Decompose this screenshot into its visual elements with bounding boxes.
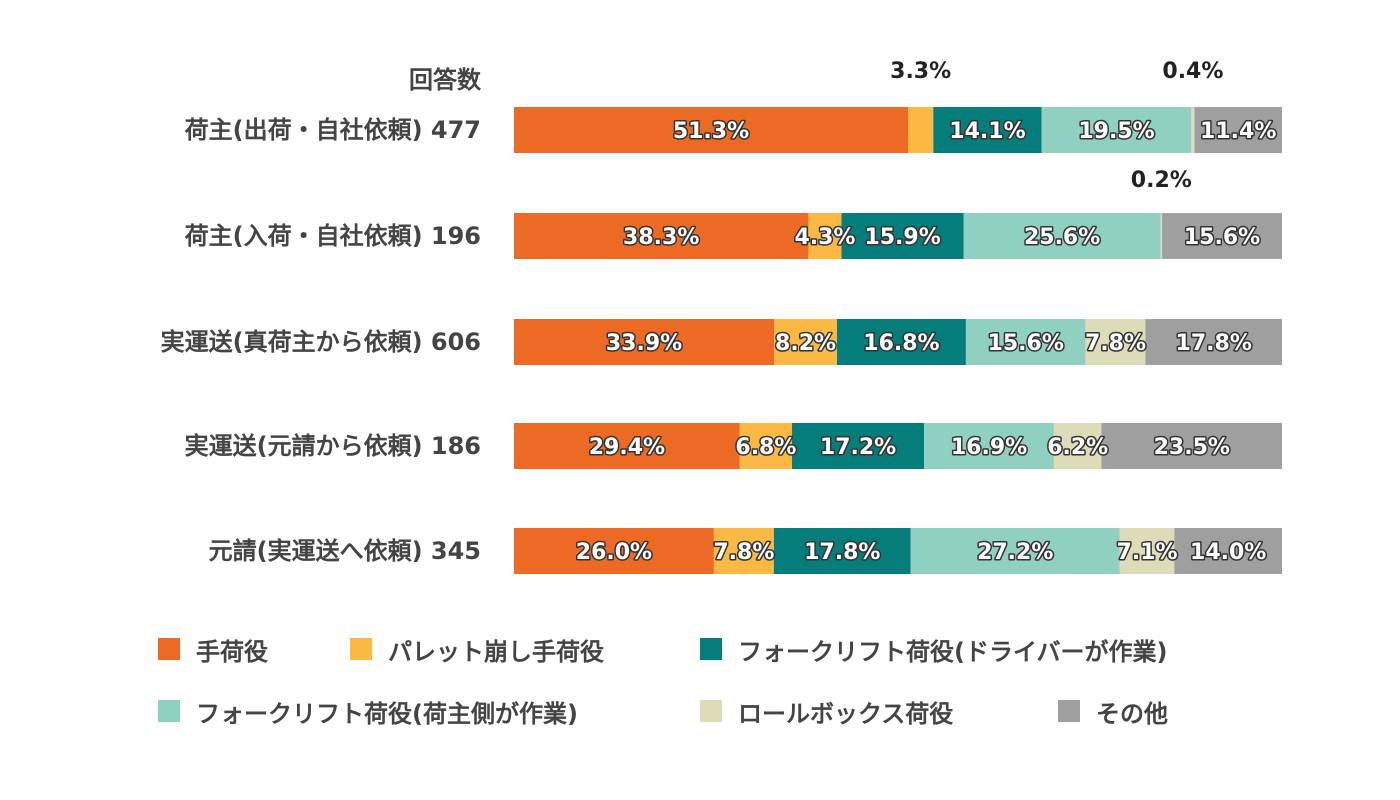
bar-segment xyxy=(1085,319,1146,365)
data-label: 29.4% xyxy=(589,435,665,460)
data-label: 23.5% xyxy=(1154,435,1230,460)
legend-label: 手荷役 xyxy=(196,637,268,666)
bar-segment xyxy=(773,528,911,574)
legend-swatch xyxy=(1058,700,1080,722)
data-label: 14.0% xyxy=(1190,540,1266,565)
legend-item-pallet: パレット崩し手荷役 xyxy=(350,632,604,666)
data-labels: 51.3% 3.3% 14.1% 19.5% 0.4% 11.4% 38.3% 4.3% 15.… xyxy=(574,59,1278,567)
bar-segment xyxy=(713,528,774,574)
data-label: 26.0% xyxy=(576,540,652,565)
category-label: 実運送(元請から依頼) 186 xyxy=(185,432,481,460)
data-label: 14.1% xyxy=(949,119,1025,144)
header-label: 回答数 xyxy=(409,66,482,94)
data-label: 6.8% xyxy=(735,435,796,460)
data-label: 15.6% xyxy=(1184,225,1260,250)
data-label: 16.9% xyxy=(951,435,1027,460)
data-label: 15.9% xyxy=(864,225,940,250)
bar-segment xyxy=(907,107,934,153)
bar-segment xyxy=(1191,107,1195,153)
data-label: 6.2% xyxy=(1047,435,1108,460)
bar-segment xyxy=(1194,107,1282,153)
category-label: 実運送(真荷主から依頼) 606 xyxy=(161,328,481,356)
bar-segment xyxy=(514,423,740,469)
bar-segment xyxy=(933,107,1042,153)
legend-item-rollbox: ロールボックス荷役 xyxy=(700,694,953,728)
data-label: 17.8% xyxy=(1176,331,1252,356)
category-label: 元請(実運送へ依頼) 345 xyxy=(209,537,481,565)
legend-label: パレット崩し手荷役 xyxy=(388,637,604,666)
data-label: 27.2% xyxy=(977,540,1053,565)
bar-segment xyxy=(739,423,793,469)
bar-segment xyxy=(514,528,714,574)
bar-segment xyxy=(774,319,837,365)
data-label: 7.8% xyxy=(1085,331,1146,356)
data-label: 0.2% xyxy=(1131,168,1192,193)
category-label: 荷主(入荷・自社依頼) 196 xyxy=(185,222,481,250)
legend-swatch xyxy=(158,638,180,660)
bar-segment xyxy=(963,213,1161,259)
bar-segment xyxy=(1119,528,1175,574)
bar-segment xyxy=(792,423,925,469)
data-label: 11.4% xyxy=(1200,119,1276,144)
bar-segment xyxy=(910,528,1120,574)
data-label: 15.6% xyxy=(988,331,1064,356)
legend-item-tenieki: 手荷役 xyxy=(158,632,268,666)
data-label: 25.6% xyxy=(1024,225,1100,250)
data-label: 17.8% xyxy=(804,540,880,565)
bar-segment xyxy=(1041,107,1192,153)
bar-segment xyxy=(1053,423,1102,469)
category-label: 荷主(出荷・自社依頼) 477 xyxy=(185,116,481,144)
data-label: 19.5% xyxy=(1078,119,1154,144)
bar-segment xyxy=(965,319,1086,365)
legend-swatch xyxy=(158,700,180,722)
bar-segment xyxy=(1145,319,1282,365)
legend-label: ロールボックス荷役 xyxy=(738,699,954,728)
data-label: 16.8% xyxy=(863,331,939,356)
bar-segment xyxy=(1101,423,1282,469)
data-label: 3.3% xyxy=(890,59,951,84)
bar-segment xyxy=(924,423,1054,469)
data-label: 8.2% xyxy=(775,331,836,356)
bars xyxy=(514,107,1282,574)
legend-item-forklift-driver: フォークリフト荷役(ドライバーが作業) xyxy=(700,632,1167,666)
bar-segment xyxy=(514,319,775,365)
data-label: 0.4% xyxy=(1162,59,1223,84)
data-label: 7.1% xyxy=(1117,540,1178,565)
data-label: 33.9% xyxy=(606,331,682,356)
data-label: 51.3% xyxy=(673,119,749,144)
bar-segment xyxy=(514,213,809,259)
data-label: 7.8% xyxy=(713,540,774,565)
legend-swatch xyxy=(350,638,372,660)
legend-label: その他 xyxy=(1096,699,1168,728)
bar-segment xyxy=(841,213,964,259)
legend-item-other: その他 xyxy=(1058,694,1168,728)
data-label: 17.2% xyxy=(820,435,896,460)
bar-segment xyxy=(1160,213,1163,259)
data-label: 4.3% xyxy=(794,225,855,250)
row-labels: 荷主(出荷・自社依頼) 477 荷主(入荷・自社依頼) 196 実運送(真荷主から依… xyxy=(161,116,481,565)
bar-segment xyxy=(1162,213,1282,259)
legend-label: フォークリフト荷役(ドライバーが作業) xyxy=(738,637,1168,666)
bar-segment xyxy=(837,319,966,365)
legend-swatch xyxy=(700,638,722,660)
bar-segment xyxy=(1174,528,1282,574)
legend-label: フォークリフト荷役(荷主側が作業) xyxy=(196,699,578,728)
legend-swatch xyxy=(700,700,722,722)
legend-item-forklift-shipper: フォークリフト荷役(荷主側が作業) xyxy=(158,694,578,728)
bar-segment xyxy=(808,213,842,259)
data-label: 38.3% xyxy=(623,225,699,250)
bar-segment xyxy=(514,107,908,153)
stacked-bar-chart: 回答数 荷主(出荷・自社依頼) 477 荷主(入荷・自社依頼) 196 実運送(真荷… xyxy=(161,59,1282,574)
